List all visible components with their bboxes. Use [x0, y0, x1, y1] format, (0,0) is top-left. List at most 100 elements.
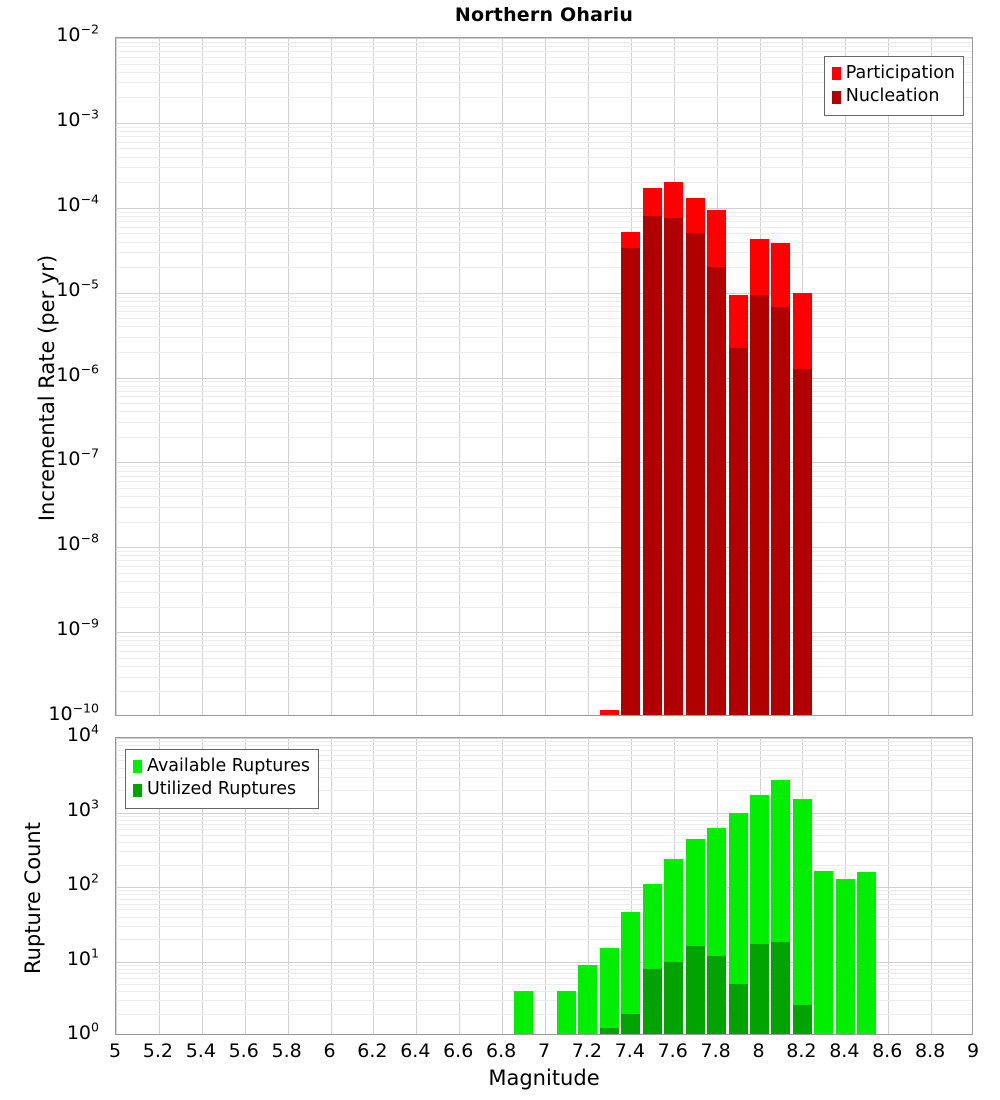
gridline-horizontal-minor [116, 969, 972, 970]
gridline-vertical [245, 38, 246, 715]
x-tick-label: 7.8 [700, 1040, 731, 1062]
gridline-horizontal-minor [116, 221, 972, 222]
x-tick-label: 7 [537, 1040, 551, 1062]
gridline-horizontal [116, 887, 972, 888]
gridline-horizontal-minor [116, 926, 972, 927]
incremental-rate-plot: Participation Nucleation [115, 37, 973, 716]
gridline-horizontal-minor [116, 991, 972, 992]
x-tick-label: 5.2 [142, 1040, 173, 1062]
gridline-horizontal-minor [116, 645, 972, 646]
x-tick-label: 6 [323, 1040, 336, 1062]
x-tick-label: 8.2 [786, 1040, 817, 1062]
gridline-horizontal-minor [116, 750, 972, 751]
x-tick-label: 8.8 [914, 1040, 946, 1062]
legend-swatch-icon [831, 90, 841, 104]
gridline-vertical [288, 738, 289, 1034]
x-tick-label: 7.4 [614, 1040, 645, 1062]
legend-rupture-count: Available Ruptures Utilized Ruptures [125, 749, 319, 809]
gridline-horizontal-minor [116, 437, 972, 438]
gridline-horizontal-minor [116, 573, 972, 574]
gridline-vertical [931, 38, 932, 715]
gridline-horizontal-minor [116, 216, 972, 217]
x-tick-label: 6.8 [485, 1040, 517, 1062]
gridline-horizontal-minor [116, 636, 972, 637]
gridline-vertical [202, 38, 203, 715]
legend-label: Utilized Ruptures [147, 779, 297, 800]
legend-incremental-rate: Participation Nucleation [823, 56, 964, 116]
gridline-horizontal-minor [116, 745, 972, 746]
gridline-vertical [459, 738, 460, 1034]
gridline-vertical [159, 38, 160, 715]
gridline-horizontal-minor [116, 326, 972, 327]
gridline-vertical [502, 738, 503, 1034]
y-tick-label: 10−8 [56, 530, 99, 556]
gridline-vertical [373, 38, 374, 715]
gridline-horizontal-minor [116, 777, 972, 778]
y-axis-ticks-bottom: 104 103 102 101 100 [0, 723, 108, 1044]
bar-utilized-ruptures [685, 946, 705, 1034]
gridline-horizontal-minor [116, 581, 972, 582]
gridline-horizontal-minor [116, 835, 972, 836]
gridline-horizontal-minor [116, 396, 972, 397]
legend-label: Nucleation [845, 86, 940, 107]
gridline-horizontal-minor [116, 890, 972, 891]
gridline-horizontal-minor [116, 592, 972, 593]
x-axis-label: Magnitude [488, 1066, 600, 1090]
gridline-horizontal-minor [116, 267, 972, 268]
gridline-horizontal-minor [116, 939, 972, 940]
y-tick-label: 104 [66, 721, 99, 746]
x-tick-label: 7.2 [571, 1040, 602, 1062]
x-tick-label: 5.6 [228, 1040, 259, 1062]
gridline-horizontal-minor [116, 97, 972, 98]
gridline-horizontal-minor [116, 755, 972, 756]
x-tick-label: 9 [966, 1040, 980, 1062]
gridline-horizontal [116, 547, 972, 548]
gridline-horizontal-minor [116, 658, 972, 659]
legend-swatch-icon [133, 760, 142, 774]
y-axis-ticks-top: 10−2 10−3 10−4 10−5 10−6 10−7 10−8 10−9 10−10 [0, 23, 108, 725]
gridline-horizontal-minor [116, 816, 972, 817]
gridline-horizontal-minor [116, 551, 972, 552]
gridline-horizontal-minor [116, 227, 972, 228]
x-tick-label: 5 [108, 1040, 122, 1062]
gridline-horizontal-minor [116, 768, 972, 769]
gridline-horizontal-minor [116, 741, 972, 742]
gridline-vertical [116, 38, 117, 715]
bar-utilized-ruptures [771, 942, 791, 1034]
gridline-horizontal-minor [116, 471, 972, 472]
y-tick-label: 10−10 [48, 700, 99, 725]
gridline-horizontal-minor [116, 391, 972, 392]
gridline-horizontal-minor [116, 973, 972, 974]
gridline-horizontal [116, 962, 972, 963]
gridline-horizontal-minor [116, 507, 972, 508]
gridline-vertical [288, 38, 289, 715]
gridline-horizontal-minor [116, 899, 972, 900]
gridline-vertical [245, 738, 246, 1034]
bar-utilized-ruptures [621, 1013, 641, 1034]
gridline-horizontal-minor [116, 386, 972, 387]
gridline-horizontal-minor [116, 127, 972, 128]
gridline-vertical [459, 38, 460, 715]
gridline-horizontal-minor [116, 829, 972, 830]
gridline-horizontal-minor [116, 555, 972, 556]
gridline-horizontal-minor [116, 917, 972, 918]
gridline-horizontal [116, 462, 972, 463]
x-tick-label: 8.4 [829, 1040, 860, 1062]
gridline-horizontal-minor [116, 984, 972, 985]
gridline-horizontal-minor [116, 57, 972, 58]
gridline-horizontal [116, 293, 972, 294]
legend-swatch-icon [133, 783, 142, 797]
bar-nucleation [728, 348, 748, 715]
gridline-horizontal-minor [116, 318, 972, 319]
gridline-horizontal-minor [116, 1014, 972, 1015]
gridline-vertical [373, 738, 374, 1034]
gridline-vertical [416, 38, 417, 715]
gridline-horizontal-minor [116, 851, 972, 852]
y-axis-label-top: Incremental Rate (per yr) [35, 254, 59, 522]
legend-swatch-icon [831, 67, 841, 81]
gridline-horizontal-minor [116, 607, 972, 608]
gridline-horizontal-minor [116, 297, 972, 298]
gridline-horizontal-minor [116, 212, 972, 213]
y-tick-label: 102 [66, 870, 99, 895]
bar-available-ruptures [857, 871, 877, 1034]
